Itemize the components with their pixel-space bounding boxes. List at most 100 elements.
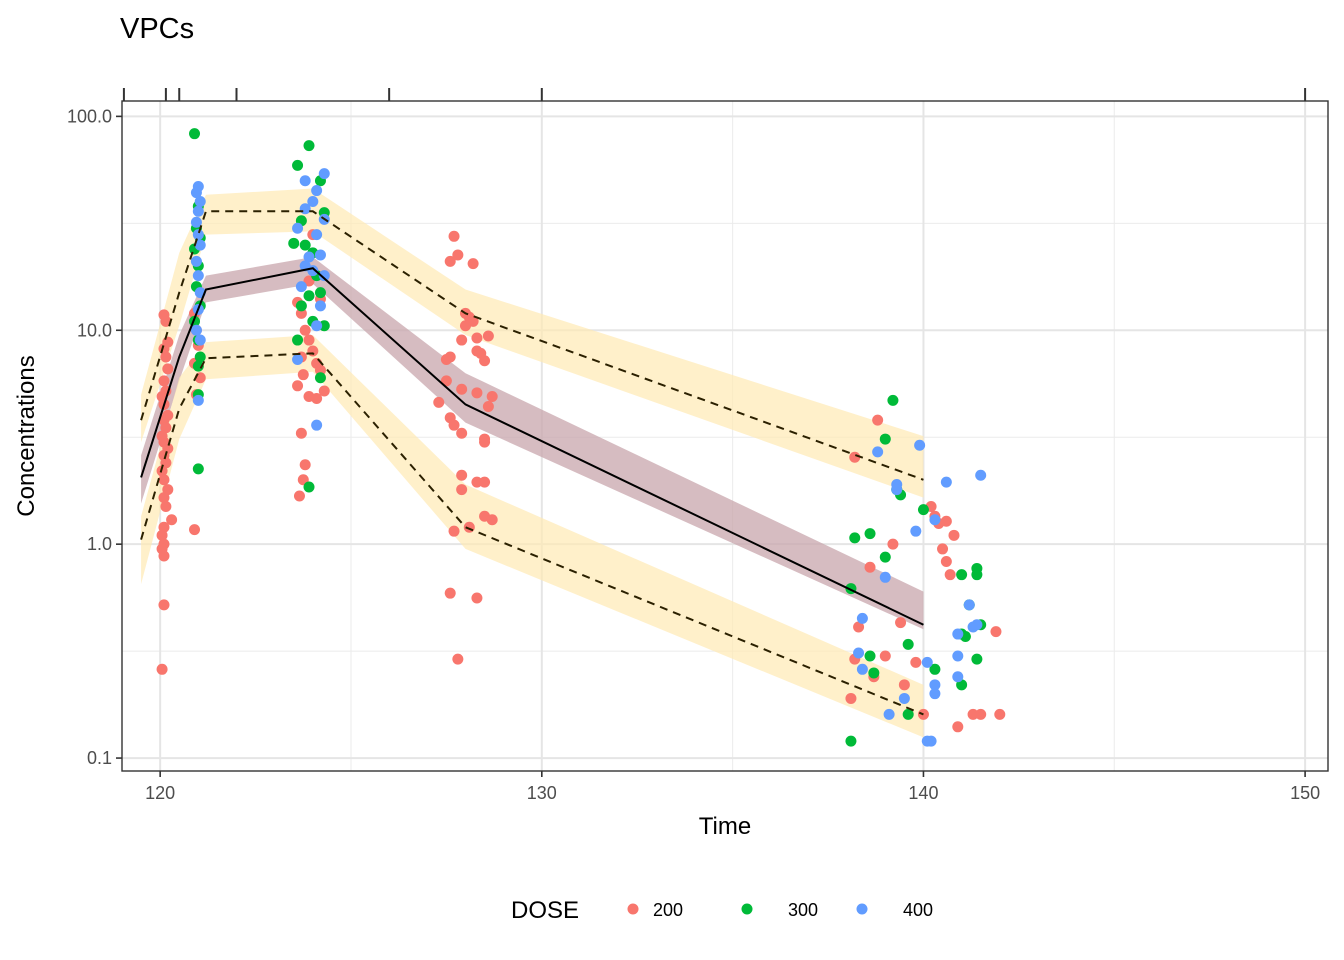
data-point-dose-400 <box>192 394 204 406</box>
data-point-dose-400 <box>190 255 202 267</box>
data-point-dose-200 <box>948 529 960 541</box>
y-axis: 0.1 1.0 10.0 100.0 <box>67 106 122 768</box>
data-point-dose-400 <box>311 320 323 332</box>
data-point-dose-400 <box>303 251 315 263</box>
data-point-dose-400 <box>971 619 983 631</box>
data-point-dose-400 <box>192 205 204 217</box>
legend-title: DOSE <box>511 897 579 924</box>
data-point-dose-400 <box>879 571 891 583</box>
data-point-dose-400 <box>856 612 868 624</box>
data-point-dose-200 <box>944 569 956 581</box>
data-point-dose-300 <box>299 239 311 251</box>
data-point-dose-200 <box>463 521 475 533</box>
data-point-dose-200 <box>158 599 170 611</box>
data-point-dose-200 <box>156 529 168 541</box>
data-point-dose-300 <box>902 638 914 650</box>
data-point-dose-300 <box>887 394 899 406</box>
data-point-dose-200 <box>459 320 471 332</box>
band-p5-ci <box>141 335 924 738</box>
data-point-dose-400 <box>872 446 884 458</box>
data-point-dose-400 <box>914 439 926 451</box>
data-point-dose-200 <box>456 383 468 395</box>
data-point-dose-400 <box>921 656 933 668</box>
data-point-dose-200 <box>872 414 884 426</box>
data-point-dose-400 <box>192 229 204 241</box>
data-point-dose-300 <box>192 360 204 372</box>
data-point-dose-300 <box>971 569 983 581</box>
data-point-dose-200 <box>452 653 464 665</box>
data-point-dose-200 <box>160 422 172 434</box>
data-point-dose-400 <box>891 484 903 496</box>
data-point-dose-400 <box>318 270 330 282</box>
data-point-dose-200 <box>994 708 1006 720</box>
data-point-dose-400 <box>307 195 319 207</box>
data-point-dose-400 <box>952 671 964 683</box>
data-point-dose-200 <box>479 476 491 488</box>
data-point-dose-200 <box>452 249 464 261</box>
data-point-dose-200 <box>448 419 460 431</box>
data-point-dose-300 <box>192 463 204 475</box>
data-point-dose-200 <box>990 626 1002 638</box>
data-point-dose-200 <box>158 375 170 387</box>
data-point-dose-400 <box>318 168 330 180</box>
data-point-dose-200 <box>299 459 311 471</box>
data-point-dose-300 <box>864 528 876 540</box>
data-point-dose-300 <box>295 300 307 312</box>
data-point-dose-300 <box>849 532 861 544</box>
data-point-dose-400 <box>314 300 326 312</box>
data-point-dose-200 <box>156 663 168 675</box>
line-p5-observed <box>140 352 924 716</box>
series-400 <box>190 168 987 747</box>
x-tick-label: 140 <box>908 783 938 803</box>
line-p95-observed <box>140 210 924 481</box>
data-point-dose-300 <box>971 653 983 665</box>
legend-key-200 <box>627 903 639 915</box>
data-point-dose-400 <box>853 647 865 659</box>
data-point-dose-200 <box>318 385 330 397</box>
data-point-dose-300 <box>314 372 326 384</box>
data-point-dose-200 <box>444 351 456 363</box>
data-point-dose-400 <box>314 249 326 261</box>
data-point-dose-400 <box>898 692 910 704</box>
x-axis-title: Time <box>699 813 751 840</box>
top-rug-ticks <box>122 88 1307 101</box>
data-point-dose-200 <box>160 351 172 363</box>
data-point-dose-200 <box>952 721 964 733</box>
data-point-dose-400 <box>952 650 964 662</box>
x-axis: 120 130 140 150 <box>145 771 1320 803</box>
x-tick-label: 130 <box>527 783 557 803</box>
panel-border <box>121 100 1329 772</box>
data-point-dose-200 <box>456 427 468 439</box>
data-point-dose-200 <box>456 334 468 346</box>
data-point-dose-400 <box>311 185 323 197</box>
y-tick-label: 100.0 <box>67 106 112 126</box>
data-point-dose-400 <box>194 239 206 251</box>
data-point-dose-400 <box>963 599 975 611</box>
data-point-dose-400 <box>292 222 304 234</box>
y-tick-label: 1.0 <box>87 534 112 554</box>
x-tick-label: 150 <box>1290 783 1320 803</box>
data-point-dose-400 <box>883 708 895 720</box>
data-point-dose-200 <box>189 524 201 536</box>
data-point-dose-300 <box>288 237 300 249</box>
data-point-dose-200 <box>297 369 309 381</box>
data-point-dose-200 <box>160 315 172 327</box>
data-point-dose-200 <box>448 230 460 242</box>
legend-item-400: 400 <box>856 900 933 920</box>
data-point-dose-200 <box>456 484 468 496</box>
data-point-dose-300 <box>318 320 330 332</box>
data-point-dose-300 <box>929 663 941 675</box>
data-point-dose-300 <box>845 735 857 747</box>
data-point-dose-300 <box>879 551 891 563</box>
data-point-dose-200 <box>303 334 315 346</box>
data-point-dose-400 <box>856 663 868 675</box>
data-point-dose-200 <box>158 474 170 486</box>
data-point-dose-400 <box>921 735 933 747</box>
data-point-dose-300 <box>902 708 914 720</box>
data-point-dose-400 <box>910 525 922 537</box>
data-point-dose-200 <box>158 550 170 562</box>
ci-bands <box>141 188 924 738</box>
chart-title: VPCs <box>120 13 194 45</box>
data-point-dose-200 <box>292 380 304 392</box>
data-point-dose-300 <box>303 140 315 152</box>
